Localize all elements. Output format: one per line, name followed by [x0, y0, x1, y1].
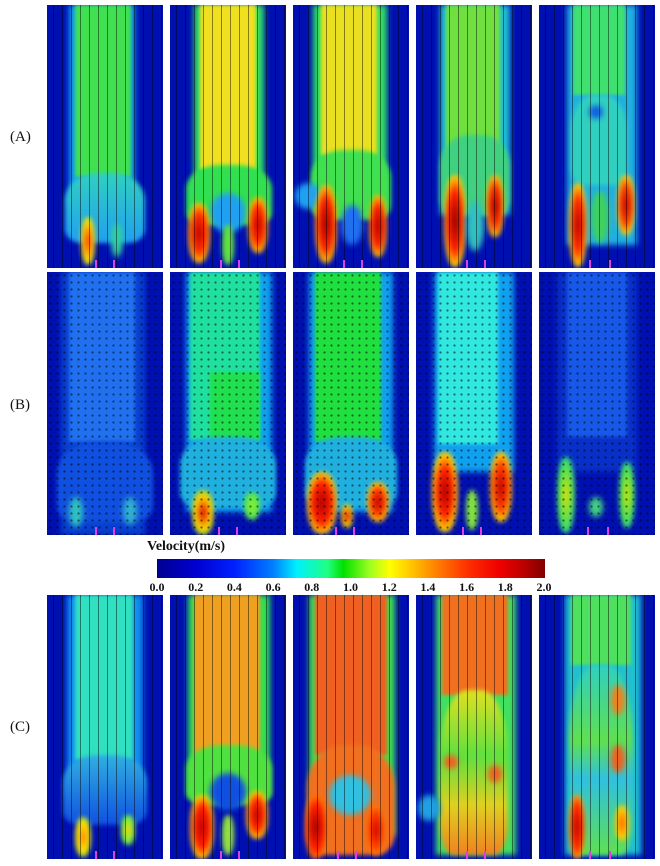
panel-b4 [416, 272, 532, 535]
panel-c1 [47, 595, 163, 859]
velocity-vectors [416, 5, 532, 268]
colorbar-tick: 0.6 [265, 580, 281, 594]
velocity-vectors [293, 595, 409, 859]
colorbar-tick: 1.2 [381, 580, 397, 594]
colorbar-tick: 1.8 [497, 580, 513, 594]
panel-a4 [416, 5, 532, 268]
colorbar-tick: 0.8 [304, 580, 320, 594]
panel-b2 [170, 272, 286, 535]
colorbar-tick: 0.4 [226, 580, 242, 594]
velocity-vectors [539, 5, 655, 268]
panel-a5 [539, 5, 655, 268]
velocity-vectors [47, 595, 163, 859]
colorbar-tick: 0.2 [188, 580, 204, 594]
velocity-vectors [416, 272, 532, 535]
velocity-vectors [293, 5, 409, 268]
velocity-vectors [170, 5, 286, 268]
panel-c2 [170, 595, 286, 859]
panel-a2 [170, 5, 286, 268]
colorbar [157, 559, 545, 578]
panel-b3 [293, 272, 409, 535]
row-label-c: (C) [10, 719, 30, 735]
velocity-vectors [170, 595, 286, 859]
velocity-vectors [539, 595, 655, 859]
panel-a1 [47, 5, 163, 268]
row-label-b: (B) [10, 397, 30, 413]
colorbar-tick: 2.0 [536, 580, 552, 594]
row-label-a: (A) [10, 129, 31, 145]
velocity-vectors [539, 272, 655, 535]
velocity-vectors [47, 272, 163, 535]
panel-c4 [416, 595, 532, 859]
panel-b5 [539, 272, 655, 535]
panel-c3 [293, 595, 409, 859]
colorbar-tick: 1.0 [343, 580, 358, 594]
colorbar-tick: 1.4 [420, 580, 436, 594]
velocity-vectors [293, 272, 409, 535]
panel-a3 [293, 5, 409, 268]
colorbar-tick: 1.6 [459, 580, 475, 594]
colorbar-tick: 0.0 [149, 580, 165, 594]
panel-c5 [539, 595, 655, 859]
velocity-vectors [416, 595, 532, 859]
velocity-vectors [47, 5, 163, 268]
colorbar-title: Velocity(m/s) [147, 539, 226, 554]
panel-b1 [47, 272, 163, 535]
velocity-vectors [170, 272, 286, 535]
